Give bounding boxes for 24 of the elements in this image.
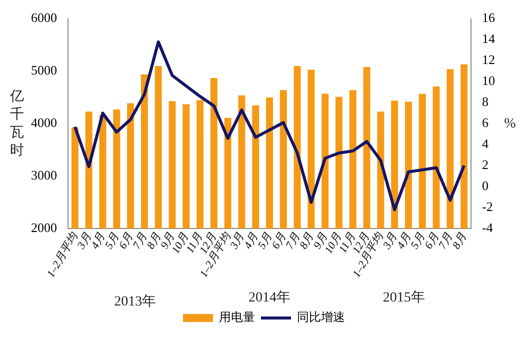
- y2-tick-label: -4: [482, 220, 494, 235]
- y2-tick-label: 6: [482, 115, 489, 130]
- legend-label: 用电量: [219, 310, 255, 324]
- y-tick-label: 5000: [31, 62, 57, 78]
- y2-tick-label: 8: [482, 94, 488, 110]
- y-axis-title: 亿千瓦时: [9, 88, 24, 158]
- y2-tick-label: 2: [482, 157, 488, 172]
- x-tick-label: 8月: [450, 230, 470, 252]
- y2-tick-label: 4: [482, 136, 489, 152]
- y2-tick-label: 10: [482, 73, 495, 88]
- y-tick-label: 2000: [31, 220, 57, 235]
- y2-axis-title: %: [504, 116, 516, 132]
- y-tick-label: 3000: [31, 168, 57, 183]
- text: 2013年: [114, 294, 156, 310]
- y-tick-label: 6000: [31, 10, 57, 26]
- text: 2015年: [382, 290, 425, 306]
- y2-tick-label: 0: [482, 178, 488, 194]
- y2-tick-label: 16: [482, 10, 496, 26]
- text: 2014年: [248, 290, 290, 306]
- y-tick-label: 4000: [31, 115, 57, 130]
- y2-tick-label: -2: [482, 198, 493, 214]
- y2-tick-label: 12: [482, 52, 495, 68]
- y2-tick-label: 14: [482, 31, 496, 46]
- legend-label: 同比增速: [297, 310, 345, 324]
